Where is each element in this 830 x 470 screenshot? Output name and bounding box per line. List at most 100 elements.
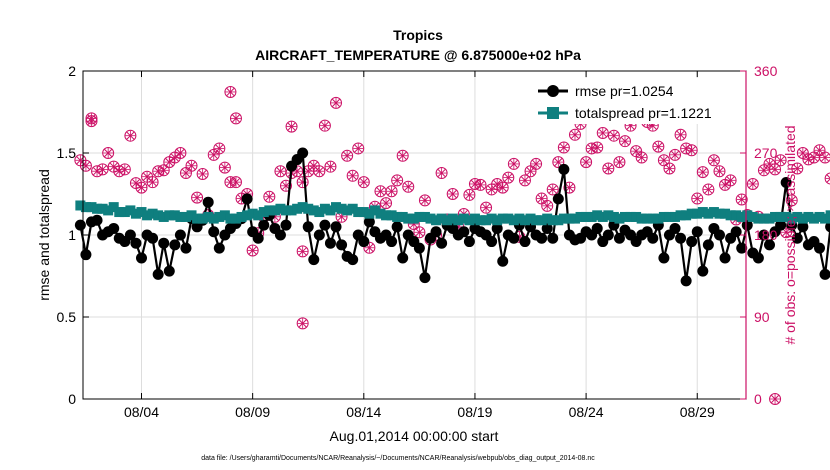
totalspread-point [608,211,619,222]
y2-tick-label: 180 [754,227,778,243]
rmse-point [730,226,742,238]
totalspread-point [792,211,803,222]
rmse-point [208,226,220,238]
totalspread-point [269,205,280,216]
totalspread-point [247,208,258,219]
totalspread-point [581,211,592,222]
rmse-point [497,255,509,267]
y-tick-label: 2 [68,63,76,79]
rmse-point [136,252,147,264]
rmse-point [158,237,170,249]
x-tick-label: 08/29 [680,404,715,420]
totalspread-point [386,210,397,221]
totalspread-point [497,213,508,224]
rmse-point [74,219,86,231]
rmse-point [302,221,314,233]
y2-ticks: 0 90 180 270 360 [740,63,778,407]
totalspread-point [275,203,286,214]
obs-possible-point [502,171,515,184]
totalspread-point [253,210,264,221]
obs-possible-point [346,169,359,182]
totalspread-point [164,210,175,221]
totalspread-point [825,210,830,221]
totalspread-point [592,210,603,221]
obs-possible-point [580,156,593,169]
totalspread-point [286,205,297,216]
totalspread-point [97,203,108,214]
rmse-point [80,249,92,261]
totalspread-point [119,207,130,218]
totalspread-point [670,211,681,222]
totalspread-point [203,211,214,222]
rmse-point [647,232,659,244]
obs-possible-point [824,172,830,185]
rmse-point [152,268,164,280]
totalspread-point [403,213,414,224]
totalspread-point [708,207,719,218]
obs-possible-point [696,166,709,179]
obs-possible-point [563,181,576,194]
obs-possible-point [191,191,204,204]
rmse-point [491,222,503,234]
totalspread-point [525,213,536,224]
totalspread-point [614,213,625,224]
obs-possible-point [724,174,737,187]
totalspread-point [714,208,725,219]
totalspread-point [336,203,347,214]
obs-possible-point [774,154,787,167]
obs-possible-point [496,181,509,194]
totalspread-point [147,208,158,219]
totalspread-point [442,215,453,226]
legend-marker-rmse [547,85,559,97]
totalspread-point [781,211,792,222]
obs-possible-point [435,167,448,180]
totalspread-point [558,213,569,224]
rmse-point [108,222,120,234]
obs-possible-point [463,188,476,201]
rmse-point [825,221,830,233]
obs-possible-point [769,163,782,176]
x-axis-label: Aug.01,2014 00:00:00 start [330,428,499,444]
totalspread-point [136,207,147,218]
obs-possible-point [446,188,459,200]
x-tick-label: 08/19 [457,404,492,420]
legend-box [531,78,739,124]
rmse-point [124,229,136,241]
totalspread-point [681,210,692,221]
totalspread-point [75,200,86,211]
obs-possible-point [196,167,209,180]
totalspread-point [258,207,269,218]
totalspread-point [419,211,430,222]
totalspread-point [486,213,497,224]
obs-possible-point [474,178,487,191]
totalspread-point [397,211,408,222]
totalspread-point [597,211,608,222]
legend-label-totalspread: totalspread pr=1.1221 [575,105,712,121]
totalspread-point [553,215,564,226]
totalspread-point [625,211,636,222]
rmse-point [363,216,375,228]
totalspread-point [820,213,830,224]
totalspread-point [664,211,675,222]
obs-possible-point [124,129,137,142]
rmse-point [180,242,192,254]
x-tick-label: 08/04 [124,404,159,420]
obs-possible-point [324,160,337,173]
obs-possible-point [568,128,581,141]
obs-possible-point [819,151,830,164]
totalspread-point [770,211,781,222]
totalspread-point [703,208,714,219]
obs-possible-point [657,154,670,167]
rmse-point [130,237,142,249]
totalspread-point [364,208,375,219]
obs-possible-point [702,183,715,196]
rmse-point [697,265,709,277]
rmse-point [675,232,687,244]
obs-possible-point [669,148,682,161]
totalspread-point [775,211,786,222]
obs-possible-point [296,317,309,330]
rmse-point [419,272,431,284]
totalspread-point [658,211,669,222]
obs-possible-point [652,140,665,153]
